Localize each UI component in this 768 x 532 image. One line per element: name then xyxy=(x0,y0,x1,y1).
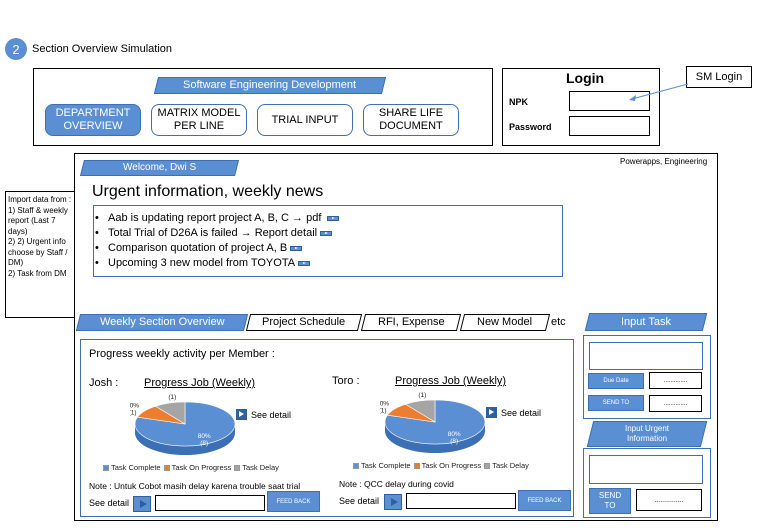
send-to-input[interactable]: .............. xyxy=(649,395,702,412)
tab-rfi-expense[interactable]: RFI, Expense xyxy=(360,314,462,331)
play-icon[interactable] xyxy=(486,407,497,418)
member-note: Note : QCC delay during covid xyxy=(339,479,454,489)
input-urgent-header: Input Urgent Information xyxy=(586,421,708,447)
send-to-label: SEND TO xyxy=(588,395,644,411)
bottom-see-detail[interactable]: See detail xyxy=(89,498,130,508)
tabs-etc: etc xyxy=(551,316,566,328)
headline: Urgent information, weekly news xyxy=(92,183,324,200)
urgent-info-input[interactable] xyxy=(589,455,703,484)
welcome-banner: Welcome, Dwi S xyxy=(80,160,239,176)
urgent-send-to-input[interactable]: ............... xyxy=(636,489,702,511)
pie-slice-task-delay xyxy=(404,399,436,423)
npk-input[interactable] xyxy=(569,91,650,111)
play-icon[interactable] xyxy=(236,409,247,420)
login-title: Login xyxy=(566,70,605,86)
bottom-play-icon[interactable] xyxy=(133,496,151,512)
password-input[interactable] xyxy=(569,116,650,136)
section-title: Section Overview Simulation xyxy=(32,43,173,55)
pie-chart-toro: 80%(8) 10%(1) 10%(1) xyxy=(380,390,486,453)
pie-data-label: 80% (8) xyxy=(448,431,461,445)
news-item-4: Upcoming 3 new model from TOYOTA xyxy=(95,257,311,269)
chart-legend: Task Complete Task On Progress Task Delay xyxy=(100,463,279,472)
matrix-model-button[interactable]: MATRIX MODEL PER LINE xyxy=(151,104,247,136)
news-play-icon[interactable] xyxy=(298,261,311,266)
member-name: Toro : xyxy=(332,375,360,387)
news-play-icon[interactable] xyxy=(327,216,340,221)
member-note: Note : Untuk Cobot masih delay karena tr… xyxy=(89,481,301,491)
department-overview-button[interactable]: DEPARTMENT OVERVIEW xyxy=(45,104,141,136)
pie-data-label: 80% (8) xyxy=(198,433,211,447)
callout-arrow xyxy=(629,83,689,101)
share-life-document-button[interactable]: SHARE LIFE DOCUMENT xyxy=(363,104,459,136)
pie-data-label: 10%(1) xyxy=(130,403,139,417)
see-detail-link[interactable]: See detail xyxy=(486,407,541,418)
feedback-button[interactable]: FEED BACK xyxy=(267,491,320,512)
pie-data-label: 10%(1) xyxy=(380,401,389,415)
news-item-3: Comparison quotation of project A, B xyxy=(95,242,303,254)
pie-data-label: 10%(1) xyxy=(416,390,429,399)
bottom-play-icon[interactable] xyxy=(384,494,402,510)
feedback-input[interactable] xyxy=(406,493,516,509)
tab-new-model[interactable]: New Model xyxy=(459,314,551,331)
chart-title: Progress Job (Weekly) xyxy=(395,375,507,387)
chart-title: Progress Job (Weekly) xyxy=(144,377,256,389)
tab-project-schedule[interactable]: Project Schedule xyxy=(245,314,363,331)
feedback-input[interactable] xyxy=(155,495,265,511)
news-item-1: Aab is updating report project A, B, C →… xyxy=(95,212,340,224)
news-item-2: Total Trial of D26A is failed → Report d… xyxy=(95,227,333,239)
app-label: Powerapps, Engineering xyxy=(620,157,708,166)
pie-data-label: 10%(1) xyxy=(166,392,179,401)
due-date-label: Due Date xyxy=(588,373,644,389)
sm-login-callout: SM Login xyxy=(686,66,752,88)
news-play-icon[interactable] xyxy=(320,231,333,236)
section-number-badge: 2 xyxy=(5,38,27,60)
input-task-header: Input Task xyxy=(584,313,708,331)
see-detail-link[interactable]: See detail xyxy=(236,409,291,420)
pie-slice-task-delay xyxy=(154,401,186,425)
pie-depth xyxy=(385,422,485,453)
send-to-button[interactable]: SEND TO xyxy=(589,488,631,514)
feedback-button[interactable]: FEED BACK xyxy=(518,490,571,511)
task-description-input[interactable] xyxy=(589,342,703,370)
chart-legend: Task Complete Task On Progress Task Delay xyxy=(350,461,529,470)
pie-chart-josh: 80%(8) 10%(1) 10%(1) xyxy=(130,392,236,455)
news-play-icon[interactable] xyxy=(290,246,303,251)
member-name: Josh : xyxy=(89,377,119,389)
import-data-note: Import data from : 1) Staff & weekly rep… xyxy=(5,191,77,318)
bottom-see-detail[interactable]: See detail xyxy=(339,496,380,506)
top-nav-banner: Software Engineering Development xyxy=(153,77,387,94)
tab-weekly-section-overview[interactable]: Weekly Section Overview xyxy=(75,314,249,331)
password-label: Password xyxy=(509,122,552,132)
npk-label: NPK xyxy=(509,97,529,107)
progress-title: Progress weekly activity per Member : xyxy=(89,348,275,360)
due-date-input[interactable]: .............. xyxy=(649,372,702,389)
pie-depth xyxy=(135,424,235,455)
trial-input-button[interactable]: TRIAL INPUT xyxy=(257,104,353,136)
